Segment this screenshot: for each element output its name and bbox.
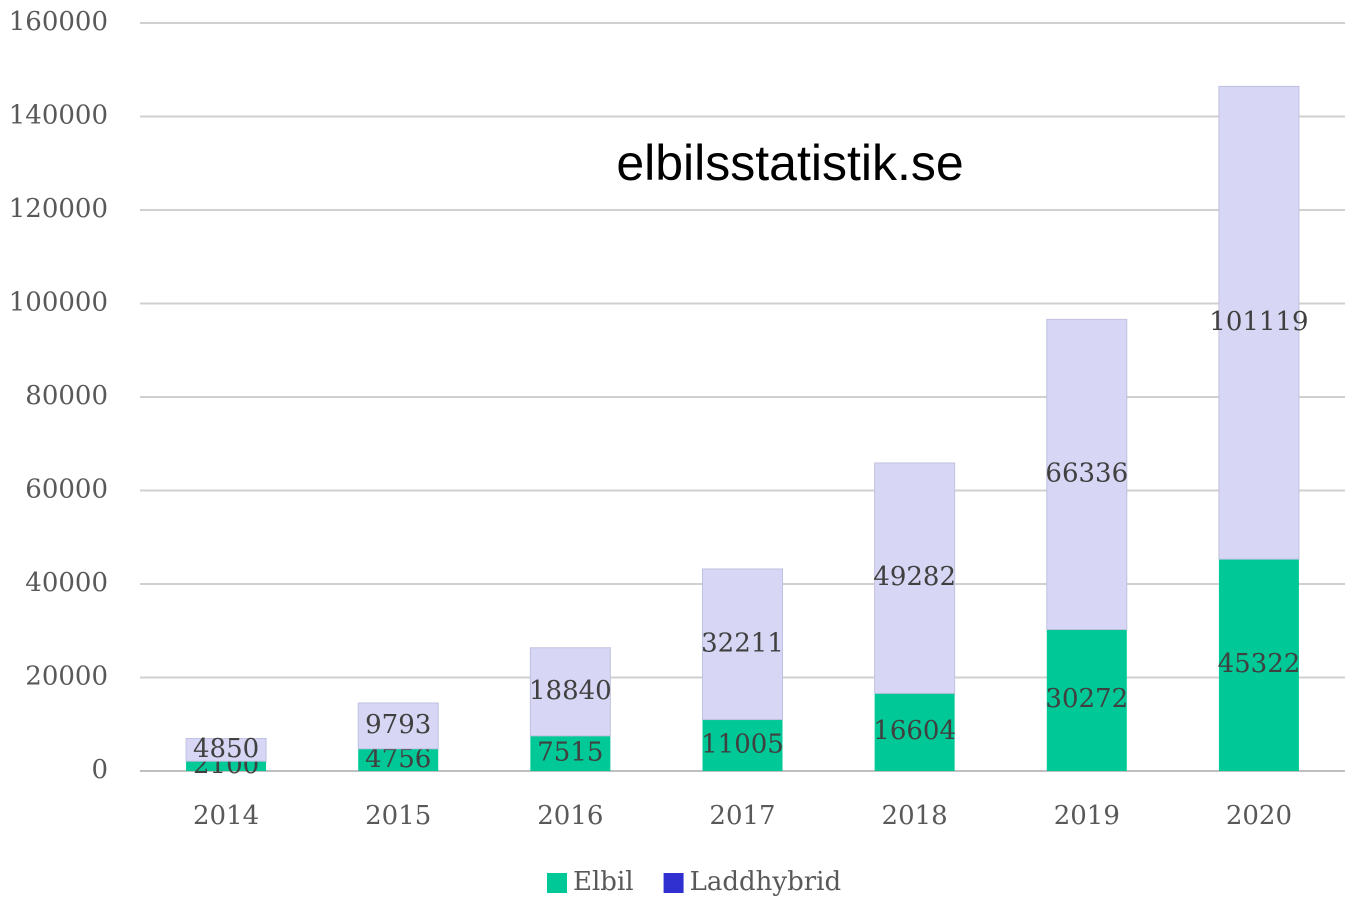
legend-label: Elbil — [573, 867, 634, 897]
data-label: 4850 — [193, 734, 259, 764]
watermark: elbilsstatistik.se — [616, 135, 963, 191]
x-tick-label: 2014 — [193, 801, 259, 831]
bar-segment — [358, 748, 439, 771]
x-tick-label: 2015 — [365, 801, 431, 831]
x-tick-label: 2016 — [537, 801, 603, 831]
bar-segment — [186, 761, 267, 771]
bar-segment — [357, 702, 439, 750]
bar-segment — [529, 647, 611, 737]
data-label: 49282 — [873, 562, 956, 592]
y-tick-label: 120000 — [9, 194, 108, 224]
y-tick-label: 40000 — [25, 568, 108, 598]
legend-swatch — [663, 873, 684, 893]
x-tick-label: 2018 — [882, 801, 948, 831]
bar-segment — [185, 738, 267, 762]
data-label: 66336 — [1045, 458, 1128, 488]
data-label: 18840 — [529, 676, 612, 706]
data-label: 9793 — [365, 710, 431, 740]
x-tick-label: 2020 — [1226, 801, 1292, 831]
data-label: 11005 — [701, 729, 784, 759]
bar-segment — [1218, 559, 1299, 771]
data-label: 30272 — [1045, 684, 1128, 714]
legend-swatch — [547, 873, 567, 893]
y-tick-label: 80000 — [25, 381, 108, 411]
bar-segment — [1046, 629, 1127, 771]
bar-segment — [874, 693, 955, 771]
y-tick-label: 140000 — [9, 101, 108, 131]
x-tick-label: 2017 — [709, 801, 775, 831]
y-tick-label: 0 — [91, 755, 108, 785]
bar-segment — [702, 568, 783, 721]
y-tick-label: 20000 — [25, 662, 108, 692]
data-label: 101119 — [1209, 307, 1308, 337]
data-label: 45322 — [1218, 649, 1301, 679]
y-tick-label: 160000 — [9, 7, 108, 37]
bar-segment — [530, 735, 611, 771]
bar-segment — [1046, 318, 1128, 630]
bar-segment — [702, 719, 783, 771]
x-tick-label: 2019 — [1054, 801, 1120, 831]
y-tick-label: 60000 — [25, 475, 108, 505]
data-label: 7515 — [537, 737, 603, 767]
bar-segment — [874, 462, 956, 694]
data-label: 32211 — [701, 628, 784, 658]
bar-segment — [1218, 85, 1300, 560]
data-label: 16604 — [873, 716, 956, 746]
y-tick-label: 100000 — [9, 288, 108, 318]
legend-label: Laddhybrid — [690, 867, 842, 897]
